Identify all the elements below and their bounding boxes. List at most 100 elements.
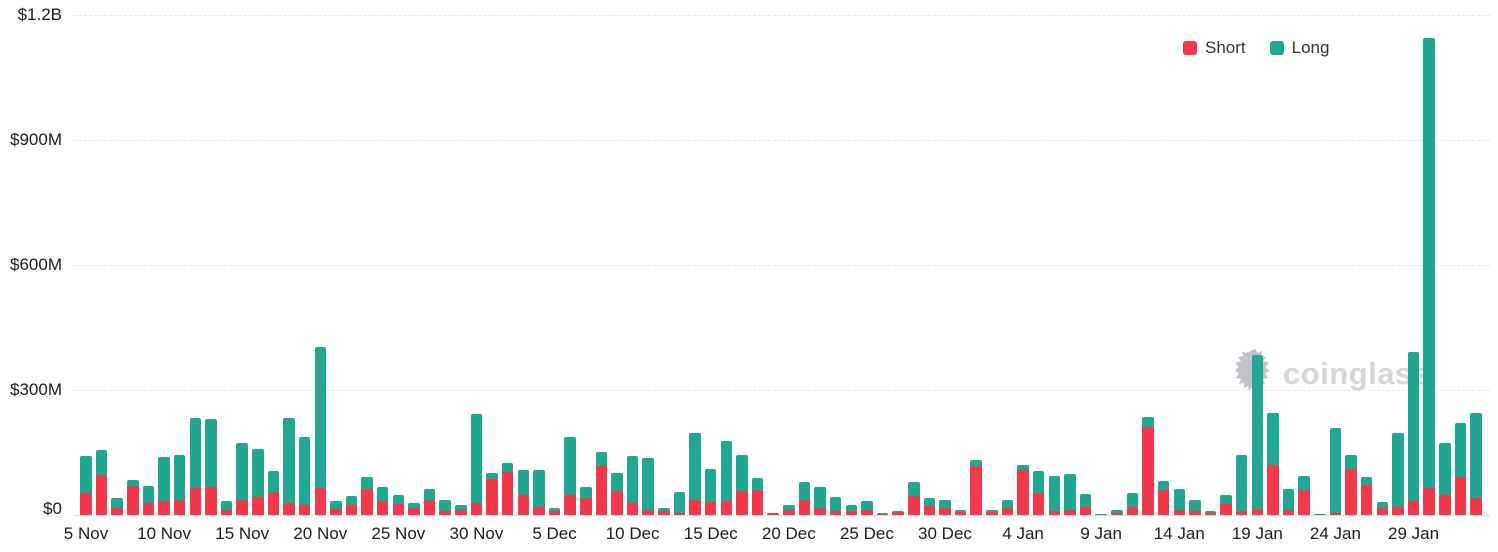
bar-25-nov[interactable] <box>392 495 405 515</box>
bar-8-dec[interactable] <box>595 451 608 515</box>
bar-5-dec[interactable] <box>548 508 561 515</box>
bar-19-nov[interactable] <box>298 437 311 515</box>
bar-29-jan[interactable] <box>1407 351 1420 515</box>
bar-14-dec[interactable] <box>689 432 701 515</box>
bar-27-dec[interactable] <box>892 510 904 515</box>
bar-6-dec[interactable] <box>564 436 576 515</box>
bar-22-jan[interactable] <box>1298 476 1310 515</box>
bar-18-nov[interactable] <box>283 417 295 515</box>
bar-14-nov[interactable] <box>220 501 233 515</box>
bar-12-jan[interactable] <box>1142 416 1154 515</box>
short-segment <box>814 508 826 515</box>
bar-10-dec[interactable] <box>626 455 639 515</box>
bar-6-jan[interactable] <box>1048 476 1061 515</box>
bar-2-dec[interactable] <box>501 462 514 515</box>
bar-26-jan[interactable] <box>1360 477 1373 515</box>
bar-12-nov[interactable] <box>189 417 202 515</box>
legend-item-long[interactable]: Long <box>1269 38 1329 58</box>
bar-28-dec[interactable] <box>908 482 920 515</box>
bar-20-jan[interactable] <box>1267 412 1279 515</box>
bar-30-dec[interactable] <box>939 500 951 515</box>
bar-5-nov[interactable] <box>80 455 92 515</box>
bar-23-dec[interactable] <box>829 496 842 515</box>
bar-8-jan[interactable] <box>1079 494 1092 515</box>
bar-8-nov[interactable] <box>127 480 139 515</box>
bar-31-dec[interactable] <box>954 510 967 515</box>
bar-2-feb[interactable] <box>1470 413 1482 515</box>
bar-14-jan[interactable] <box>1173 488 1185 515</box>
bar-24-nov[interactable] <box>376 487 389 515</box>
bar-16-nov[interactable] <box>252 449 264 515</box>
bar-20-dec[interactable] <box>783 505 795 515</box>
bar-22-dec[interactable] <box>814 487 826 515</box>
bar-15-jan[interactable] <box>1189 500 1201 515</box>
bar-17-nov[interactable] <box>267 471 280 515</box>
bar-11-dec[interactable] <box>642 457 654 515</box>
long-segment <box>1111 510 1123 513</box>
bar-28-jan[interactable] <box>1392 433 1404 515</box>
long-segment <box>986 509 998 513</box>
bar-26-dec[interactable] <box>876 512 889 515</box>
bar-21-nov[interactable] <box>330 501 342 515</box>
long-segment <box>548 508 561 512</box>
bar-24-dec[interactable] <box>845 505 858 515</box>
bar-25-jan[interactable] <box>1345 455 1357 515</box>
bar-26-nov[interactable] <box>408 502 420 515</box>
bar-28-nov[interactable] <box>439 500 451 515</box>
bar-17-jan[interactable] <box>1220 494 1232 515</box>
bar-29-nov[interactable] <box>455 505 467 515</box>
gridline <box>74 390 1490 391</box>
bar-27-nov[interactable] <box>423 488 436 515</box>
bar-22-nov[interactable] <box>345 496 358 515</box>
bar-10-nov[interactable] <box>158 457 170 515</box>
bar-18-jan[interactable] <box>1235 454 1248 515</box>
bar-6-nov[interactable] <box>95 449 108 515</box>
bar-1-dec[interactable] <box>486 472 498 515</box>
bar-1-jan[interactable] <box>970 460 982 515</box>
bar-13-nov[interactable] <box>205 419 217 515</box>
bar-12-dec[interactable] <box>658 507 670 515</box>
bar-16-jan[interactable] <box>1204 510 1217 515</box>
bar-2-jan[interactable] <box>986 509 998 515</box>
bar-20-nov[interactable] <box>314 346 327 515</box>
bar-13-dec[interactable] <box>673 491 686 515</box>
bar-3-jan[interactable] <box>1001 500 1014 515</box>
bar-10-jan[interactable] <box>1111 510 1123 515</box>
bar-11-nov[interactable] <box>173 455 186 515</box>
long-segment <box>533 470 545 507</box>
bar-19-jan[interactable] <box>1251 355 1264 515</box>
bar-7-dec[interactable] <box>580 487 592 515</box>
bar-19-dec[interactable] <box>767 512 779 515</box>
bar-29-dec[interactable] <box>923 498 936 515</box>
bar-3-dec[interactable] <box>517 470 530 515</box>
bar-18-dec[interactable] <box>751 477 764 515</box>
bar-4-jan[interactable] <box>1017 464 1029 515</box>
bar-9-jan[interactable] <box>1095 513 1107 515</box>
bar-21-dec[interactable] <box>798 482 811 515</box>
bar-25-dec[interactable] <box>861 500 873 515</box>
bar-4-dec[interactable] <box>533 470 545 515</box>
bar-16-dec[interactable] <box>720 441 733 515</box>
bar-9-dec[interactable] <box>611 472 623 515</box>
long-segment <box>267 471 280 493</box>
bar-7-jan[interactable] <box>1064 473 1076 515</box>
bar-21-jan[interactable] <box>1282 488 1295 515</box>
bar-27-jan[interactable] <box>1376 501 1389 515</box>
bar-1-feb[interactable] <box>1454 422 1467 515</box>
bar-13-jan[interactable] <box>1157 481 1170 515</box>
bar-24-jan[interactable] <box>1329 428 1342 515</box>
bar-23-nov[interactable] <box>361 477 373 515</box>
bar-11-jan[interactable] <box>1126 492 1139 515</box>
short-segment <box>658 510 670 515</box>
bar-7-nov[interactable] <box>111 498 123 515</box>
bar-30-nov[interactable] <box>470 414 483 515</box>
bar-15-nov[interactable] <box>236 442 248 515</box>
bar-23-jan[interactable] <box>1314 514 1326 515</box>
bar-5-jan[interactable] <box>1032 471 1045 515</box>
bar-30-jan[interactable] <box>1423 37 1435 515</box>
legend-item-short[interactable]: Short <box>1183 38 1246 58</box>
bar-9-nov[interactable] <box>142 485 155 515</box>
bar-15-dec[interactable] <box>704 469 717 515</box>
bar-31-jan[interactable] <box>1439 442 1451 515</box>
bar-17-dec[interactable] <box>736 455 748 515</box>
